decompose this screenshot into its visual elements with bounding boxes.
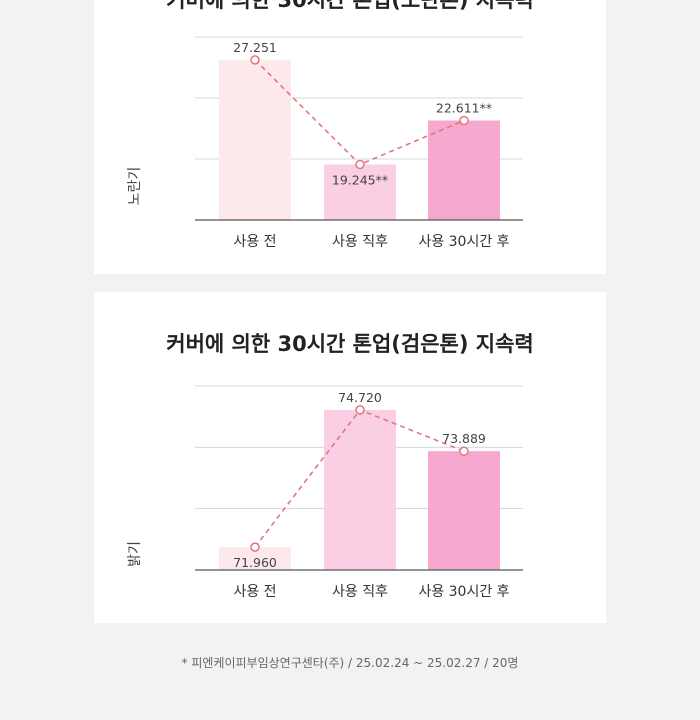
bar-chart-yellow-tone: 27.251 19.245** 22.611** 사용 전 사용 직후 사용 30시간 후… [127,36,523,250]
chart-card-yellow: 커버에 의한 30시간 톤업(노란톤) 지속력 27.251 19.245** 22… [94,0,606,274]
value-label: 22.611** [436,101,492,116]
category-label: 사용 전 [233,584,276,600]
value-label: 73.889 [442,431,486,446]
category-label: 사용 30시간 후 [418,584,509,600]
bar [324,164,396,220]
category-label: 사용 직후 [332,584,388,600]
chart-title: 커버에 의한 30시간 톤업(노란톤) 지속력 [166,0,534,12]
bar [219,547,291,570]
y-axis-label: 밝기 [127,541,143,567]
bar-chart-dark-tone: 71.960 74.720 73.889 사용 전 사용 직후 사용 30시간 후 밝기 [127,385,523,600]
category-label: 사용 30시간 후 [418,234,509,250]
value-label: 74.720 [338,390,382,405]
bar [324,409,396,570]
footnote: * 피엔케이피부임상연구센타(주) / 25.02.24 ~ 25.02.27 … [181,656,519,670]
bar [428,451,500,570]
value-label: 71.960 [233,555,277,570]
chart-card-dark: 커버에 의한 30시간 톤업(검은톤) 지속력 71.960 74.720 73.8… [94,292,606,623]
value-label: 19.245** [332,173,388,188]
value-label: 27.251 [233,40,277,55]
data-point [459,446,469,456]
category-label: 사용 직후 [332,234,388,250]
data-point [250,55,260,65]
bar [219,59,291,220]
bar [428,120,500,220]
data-point [459,115,469,126]
y-axis-label: 노란기 [127,167,143,206]
data-point [250,542,260,552]
data-point [355,159,365,170]
data-point [355,405,365,415]
chart-title: 커버에 의한 30시간 톤업(검은톤) 지속력 [166,332,534,356]
category-label: 사용 전 [233,234,276,250]
